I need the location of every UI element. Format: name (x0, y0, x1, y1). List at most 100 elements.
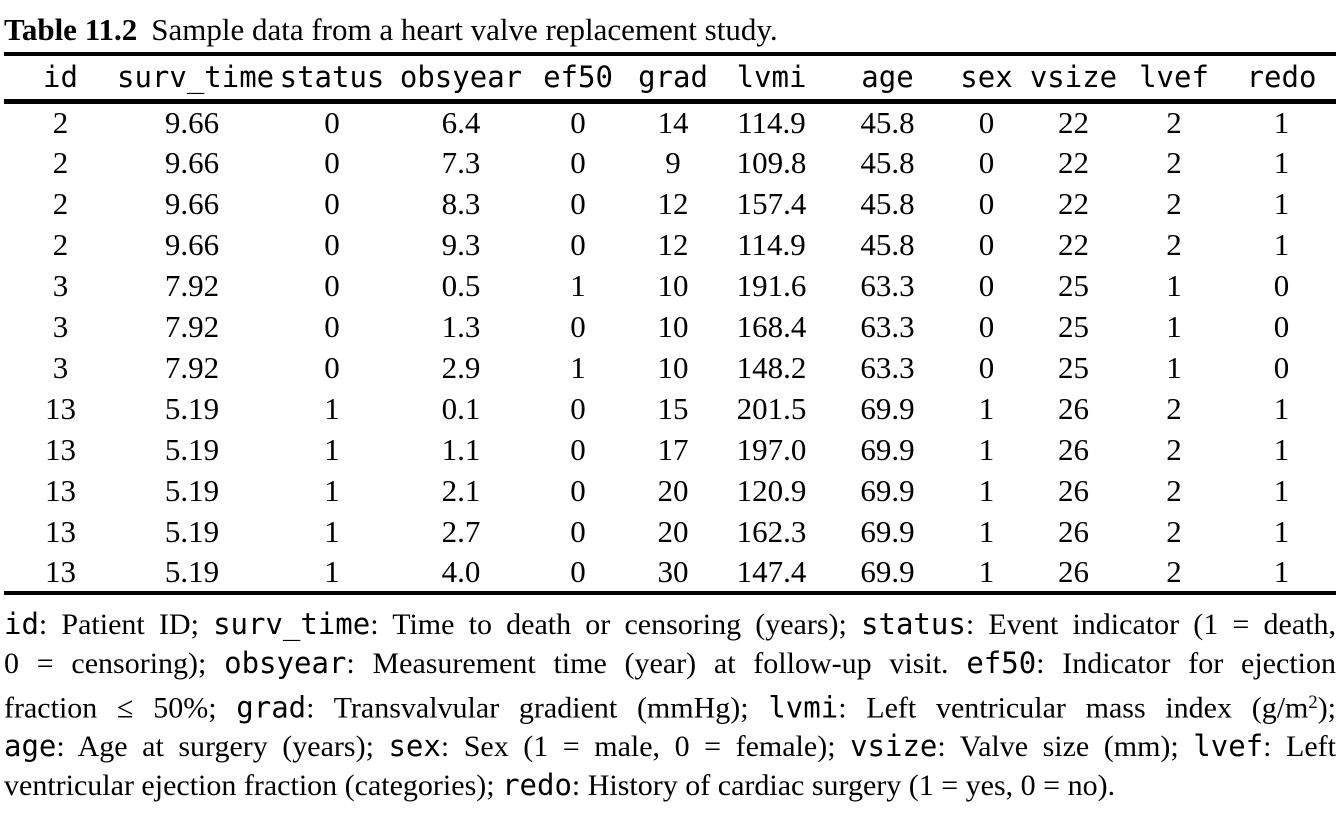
table-cell: 13 (45, 431, 76, 467)
footnote-text: : Indicator for ejection (1036, 647, 1336, 680)
var-name-lvmi: lvmi (768, 690, 839, 725)
table-cell: 7.92 (164, 349, 220, 385)
table-cell: 0 (324, 104, 340, 140)
table-cell: 0 (570, 390, 586, 426)
table-caption: Table 11.2 Sample data from a heart valve… (4, 12, 1339, 48)
table-row: 13 5.19 1 2.1 0 20 120.9 69.9 1 26 2 1 (4, 470, 1336, 511)
var-name-id: id (4, 607, 39, 641)
table-cell: 1.1 (441, 431, 481, 467)
footnote-text: ventricular ejection fraction (categorie… (4, 769, 503, 803)
table-cell: 0 (570, 144, 586, 180)
footnote-text: : Time to death or censoring (years); (370, 608, 862, 641)
superscript: 2 (1308, 692, 1318, 713)
table-cell: 45.8 (860, 144, 915, 180)
table-row: 13 5.19 1 4.0 0 30 147.4 69.9 1 26 2 1 (4, 552, 1336, 593)
table-cell: 17 (657, 431, 689, 467)
table-cell: 2 (1166, 513, 1182, 549)
table-cell: 0 (324, 226, 340, 262)
table-row: 13 5.19 1 1.1 0 17 197.0 69.9 1 26 2 1 (4, 429, 1336, 470)
table-cell: 2 (1166, 104, 1182, 140)
table-row: 2 9.66 0 6.4 0 14 114.9 45.8 0 22 2 1 (4, 101, 1336, 142)
table-cell: 9.66 (164, 226, 220, 262)
col-header-vsize: vsize (1026, 54, 1121, 104)
table-cell: 3 (52, 349, 69, 385)
table-cell: 8.3 (441, 185, 481, 221)
table-cell: 25 (1058, 308, 1089, 344)
table-cell: 63.3 (860, 308, 915, 344)
table-cell: 2 (52, 185, 69, 221)
table-cell: 26 (1058, 553, 1089, 589)
table-cell: 1 (1273, 144, 1290, 180)
table-row: 3 7.92 0 1.3 0 10 168.4 63.3 0 25 1 0 (4, 306, 1336, 347)
footnote-text: fraction ≤ 50%; (4, 691, 237, 725)
table-cell: 0 (978, 185, 995, 221)
table-cell: 25 (1058, 349, 1089, 385)
footnote-line: age: Age at surgery (years); sex: Sex (1… (4, 727, 1336, 766)
table-cell: 1 (1166, 267, 1182, 303)
table-cell: 2 (52, 104, 69, 140)
col-header-age: age (828, 54, 947, 104)
table-cell: 63.3 (860, 267, 915, 303)
table-cell: 1 (1273, 431, 1290, 467)
table-cell: 26 (1058, 472, 1089, 508)
table-cell: 1 (570, 267, 586, 303)
table-cell: 1 (978, 513, 995, 549)
table-row: 13 5.19 1 2.7 0 20 162.3 69.9 1 26 2 1 (4, 511, 1336, 552)
table-cell: 26 (1058, 390, 1089, 426)
table-row: 2 9.66 0 9.3 0 12 114.9 45.8 0 22 2 1 (4, 224, 1336, 265)
table-cell: 0 (324, 349, 340, 385)
table-cell: 5.19 (164, 390, 220, 426)
table-cell: 22 (1058, 185, 1089, 221)
table-cell: 0 (978, 104, 995, 140)
table-cell: 2.1 (441, 472, 481, 508)
table-cell: 1 (1166, 349, 1182, 385)
table-cell: 9 (665, 144, 681, 180)
table-cell: 7.92 (164, 308, 220, 344)
table-cell: 120.9 (736, 472, 807, 508)
table-cell: 197.0 (736, 431, 807, 467)
var-name-ef50: ef50 (966, 646, 1037, 680)
table-cell: 13 (45, 553, 76, 589)
table-cell: 1 (978, 390, 995, 426)
table-cell: 191.6 (736, 267, 807, 303)
footnote-line: ventricular ejection fraction (categorie… (4, 766, 1336, 805)
table-row: 3 7.92 0 0.5 1 10 191.6 63.3 0 25 1 0 (4, 265, 1336, 306)
table-cell: 63.3 (860, 349, 915, 385)
table-cell: 1 (324, 513, 340, 549)
table-cell: 2.9 (441, 349, 481, 385)
table-cell: 22 (1058, 104, 1089, 140)
table-cell: 69.9 (860, 472, 915, 508)
table-cell: 0 (324, 267, 340, 303)
col-header-obsyear: obsyear (397, 54, 525, 104)
page: Table 11.2 Sample data from a heart valve… (4, 0, 1339, 805)
table-cell: 114.9 (737, 104, 806, 140)
table-cell: 7.3 (441, 144, 481, 180)
footnote-text: : Transvalvular gradient (mmHg); (306, 691, 769, 725)
table-cell: 3 (52, 308, 69, 344)
table-cell: 157.4 (736, 185, 807, 221)
table-row: 13 5.19 1 0.1 0 15 201.5 69.9 1 26 2 1 (4, 388, 1336, 429)
table-cell: 6.4 (441, 104, 481, 140)
table-cell: 1 (324, 553, 340, 589)
table-cell: 1 (324, 431, 340, 467)
table-cell: 1 (978, 472, 995, 508)
caption-text: Sample data from a heart valve replaceme… (151, 12, 778, 47)
table-cell: 20 (657, 472, 689, 508)
footnote: id: Patient ID; surv_time: Time to death… (4, 605, 1336, 805)
table-cell: 45.8 (860, 104, 915, 140)
footnote-line: 0 = censoring); obsyear: Measurement tim… (4, 644, 1336, 683)
table-row: 3 7.92 0 2.9 1 10 148.2 63.3 0 25 1 0 (4, 347, 1336, 388)
table-cell: 0 (570, 553, 586, 589)
table-cell: 1 (324, 390, 340, 426)
table-cell: 26 (1058, 431, 1089, 467)
table-cell: 26 (1058, 513, 1089, 549)
col-header-lvef: lvef (1121, 54, 1227, 104)
table-cell: 9.3 (441, 226, 481, 262)
var-name-vsize: vsize (850, 729, 938, 764)
var-name-redo: redo (502, 768, 572, 803)
table-cell: 69.9 (860, 513, 915, 549)
col-header-sex: sex (947, 54, 1026, 104)
table-cell: 0 (570, 431, 586, 467)
table-cell: 5.19 (164, 513, 220, 549)
table-cell: 2 (1166, 553, 1182, 589)
